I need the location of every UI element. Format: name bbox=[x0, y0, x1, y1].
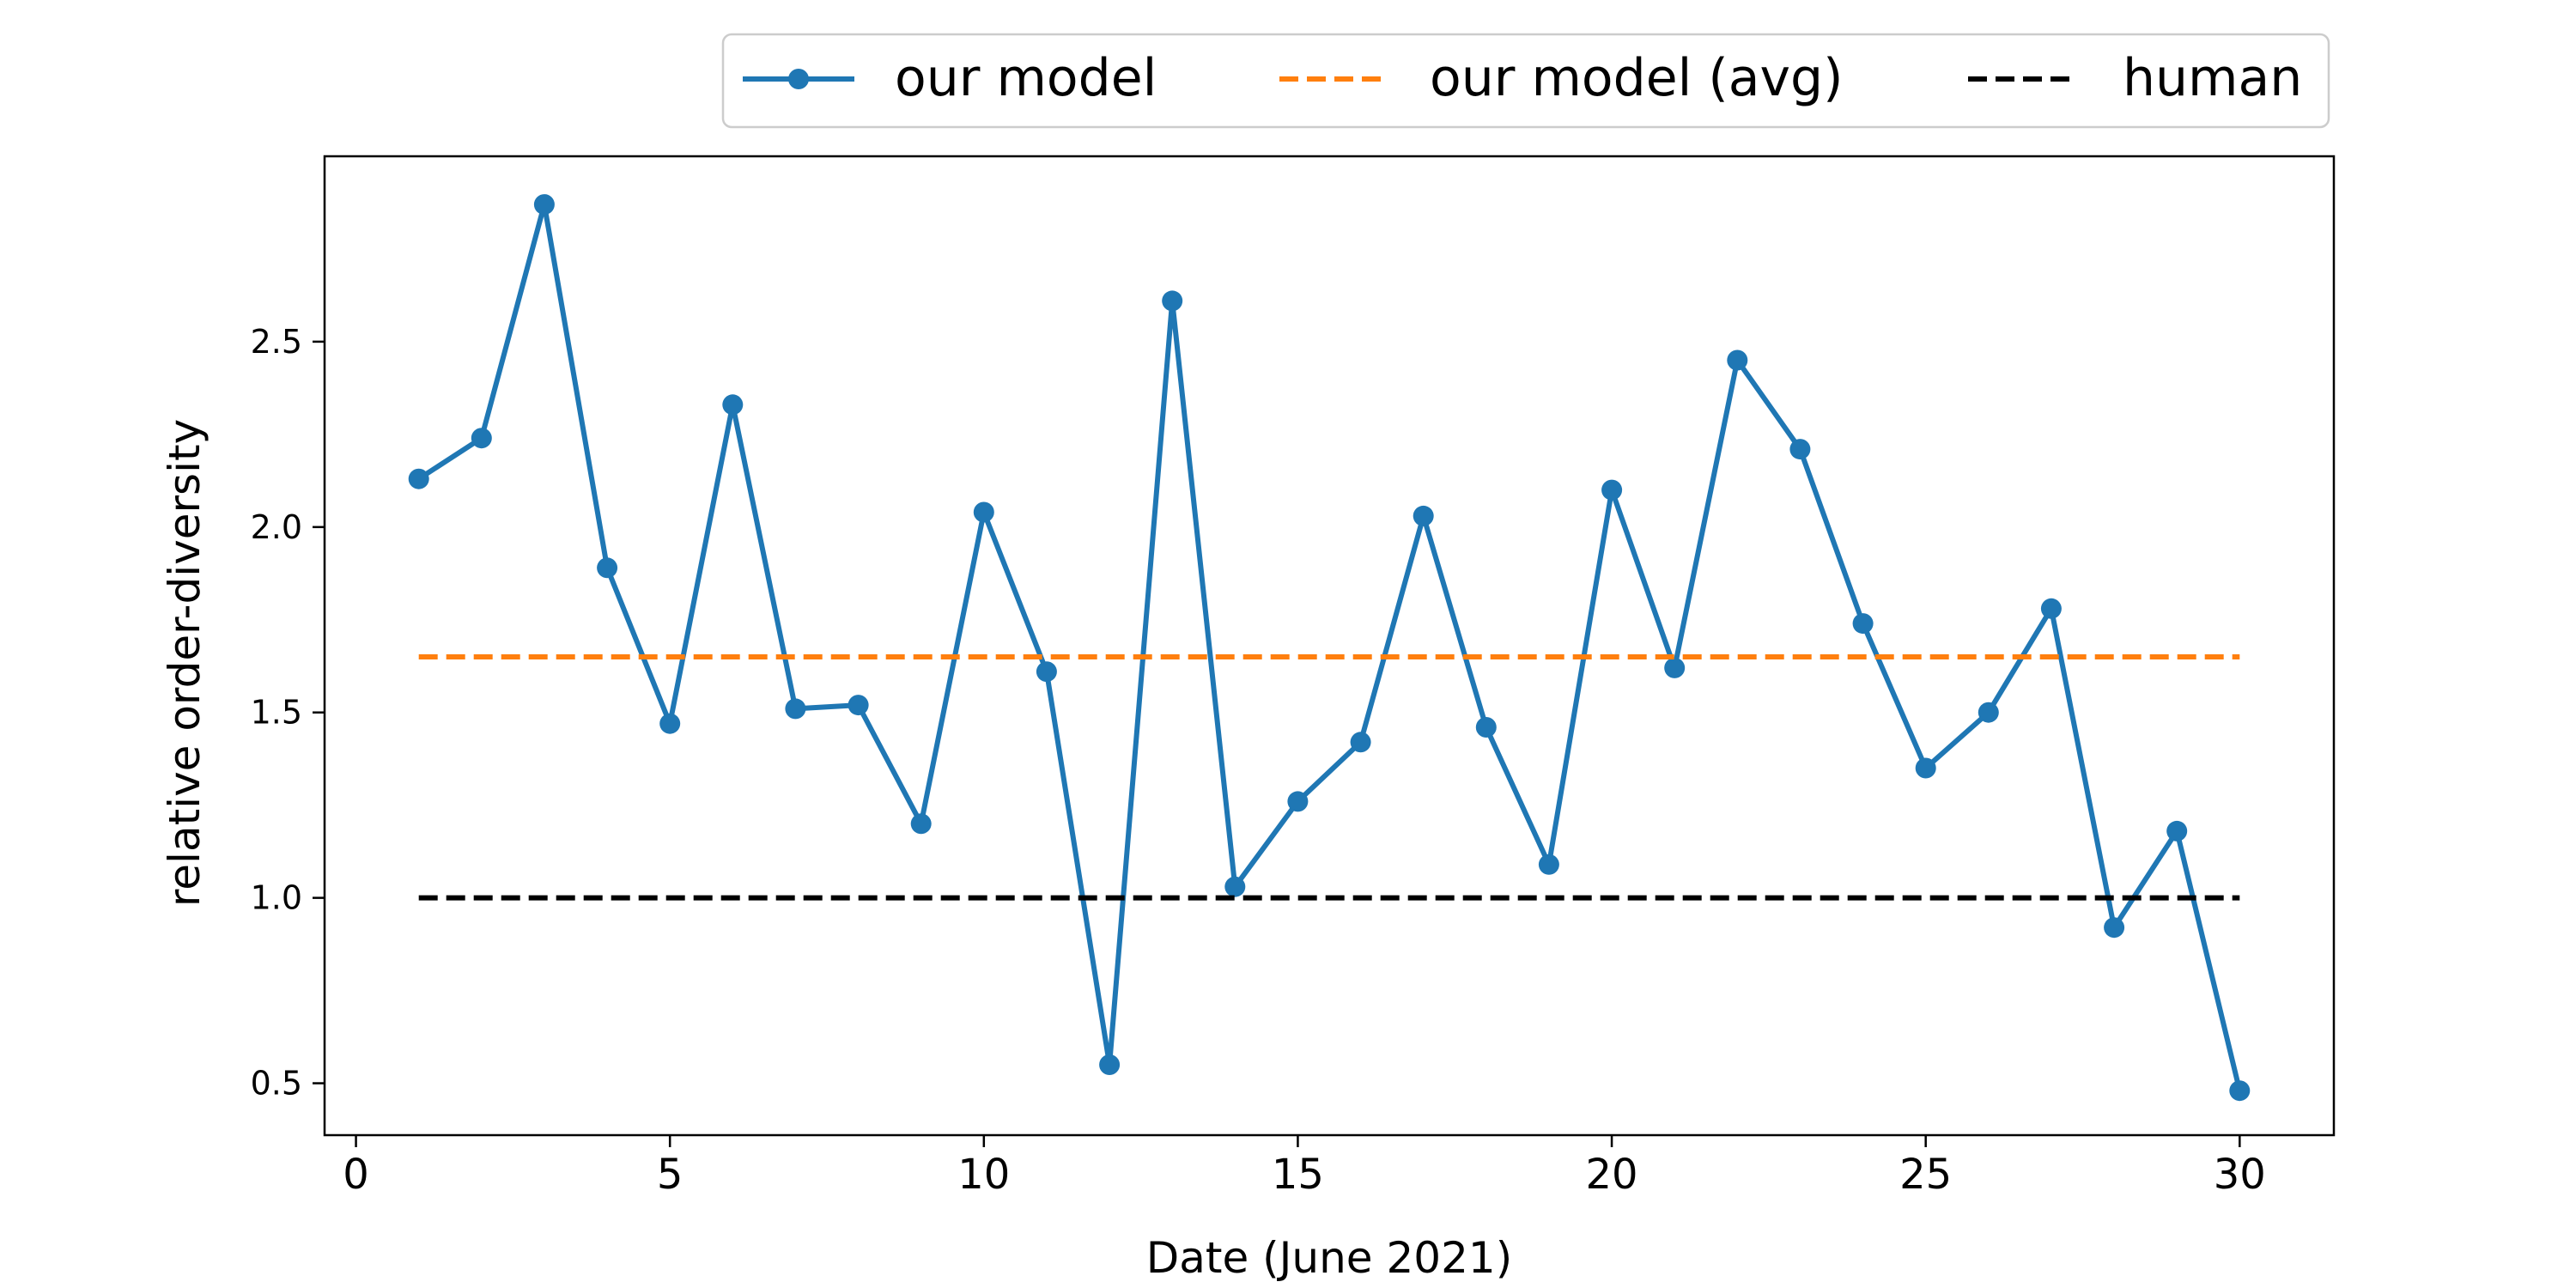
series-line-0 bbox=[417, 202, 2243, 1091]
x-tick-label: 10 bbox=[957, 1151, 1010, 1199]
legend: our model our model (avg) human bbox=[721, 33, 2330, 129]
data-point-1 bbox=[408, 468, 429, 489]
data-point-20 bbox=[1601, 479, 1623, 501]
data-point-2 bbox=[471, 428, 492, 449]
plot-area: 0 5 10 15 20 25 30 0.5 1.0 1.5 2.0 2.5 Date (June 20… bbox=[160, 155, 2336, 1283]
data-point-16 bbox=[1350, 732, 1371, 753]
x-tick-label: 20 bbox=[1586, 1151, 1638, 1199]
data-point-10 bbox=[973, 501, 994, 523]
data-point-18 bbox=[1475, 717, 1497, 738]
y-tick-label: 1.5 bbox=[251, 694, 302, 732]
data-point-24 bbox=[1852, 613, 1874, 635]
data-point-28 bbox=[2104, 917, 2125, 939]
data-point-13 bbox=[1162, 290, 1183, 312]
legend-label-2: human bbox=[2123, 48, 2302, 108]
data-point-17 bbox=[1413, 505, 1434, 526]
data-point-14 bbox=[1224, 876, 1246, 897]
data-point-29 bbox=[2166, 820, 2188, 841]
data-point-5 bbox=[659, 713, 681, 734]
data-point-6 bbox=[722, 394, 744, 416]
legend-label-0: our model bbox=[895, 48, 1157, 108]
plot-background bbox=[325, 156, 2334, 1135]
legend-box bbox=[721, 33, 2330, 129]
y-tick-label: 0.5 bbox=[251, 1065, 302, 1103]
x-axis-label: Date (June 2021) bbox=[1146, 1233, 1512, 1283]
data-point-25 bbox=[1915, 757, 1936, 779]
data-point-27 bbox=[2040, 598, 2062, 619]
data-point-4 bbox=[597, 557, 618, 579]
y-tick-label: 1.0 bbox=[251, 879, 302, 917]
x-tick-label: 0 bbox=[343, 1151, 369, 1199]
plot-frame bbox=[323, 155, 2336, 1137]
data-point-3 bbox=[533, 194, 555, 216]
data-point-30 bbox=[2229, 1080, 2251, 1102]
x-tick-label: 30 bbox=[2214, 1151, 2266, 1199]
x-tick-label: 5 bbox=[657, 1151, 683, 1199]
data-point-26 bbox=[1978, 702, 1999, 723]
data-point-21 bbox=[1664, 657, 1686, 678]
x-tick-label: 15 bbox=[1272, 1151, 1324, 1199]
legend-label-1: our model (avg) bbox=[1430, 48, 1844, 108]
data-point-8 bbox=[848, 695, 869, 716]
data-point-22 bbox=[1727, 349, 1748, 371]
legend-marker-0 bbox=[788, 69, 809, 89]
data-point-7 bbox=[785, 698, 806, 720]
data-point-23 bbox=[1789, 439, 1811, 460]
data-point-9 bbox=[910, 813, 932, 835]
data-point-15 bbox=[1287, 791, 1309, 812]
data-point-19 bbox=[1538, 854, 1559, 875]
data-point-12 bbox=[1099, 1054, 1121, 1075]
y-axis-label: relative order-diversity bbox=[160, 419, 210, 907]
y-tick-label: 2.0 bbox=[251, 508, 302, 546]
x-tick-label: 25 bbox=[1899, 1151, 1952, 1199]
y-tick-label: 2.5 bbox=[251, 323, 302, 361]
data-point-11 bbox=[1036, 661, 1057, 683]
